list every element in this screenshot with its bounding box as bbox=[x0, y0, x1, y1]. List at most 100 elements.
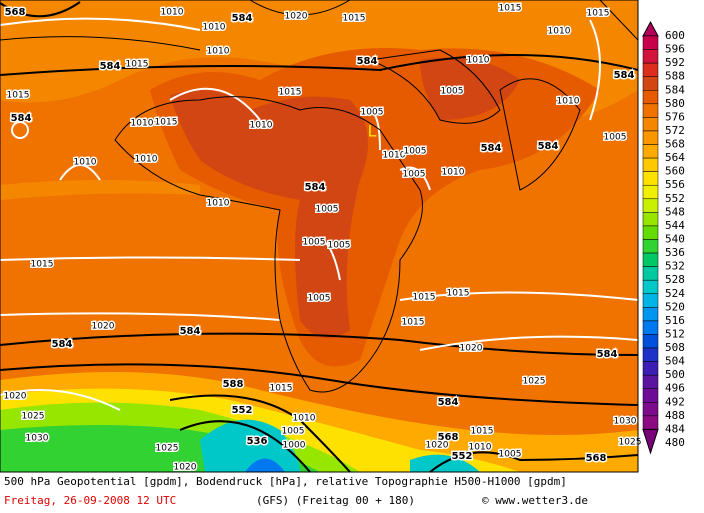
colorbar-label: 592 bbox=[665, 56, 685, 69]
colorbar-swatch bbox=[642, 279, 659, 295]
contour-label: 1015 bbox=[402, 318, 425, 328]
colorbar-label: 596 bbox=[665, 43, 685, 56]
contour-label: 1005 bbox=[303, 238, 326, 248]
colorbar-swatch bbox=[642, 239, 659, 254]
colorbar-swatch bbox=[642, 117, 659, 132]
colorbar-swatch bbox=[642, 49, 659, 64]
contour-label: 568 bbox=[438, 432, 459, 443]
geopotential-contour bbox=[0, 1, 639, 473]
colorbar-label: 584 bbox=[665, 83, 685, 96]
contour-label: 1010 bbox=[293, 414, 316, 424]
colorbar-swatch bbox=[642, 293, 659, 308]
colorbar-end bbox=[642, 20, 659, 37]
colorbar-label: 496 bbox=[665, 382, 685, 395]
contour-label: 1015 bbox=[587, 9, 610, 19]
shade bbox=[0, 180, 200, 200]
colorbar-label: 568 bbox=[665, 138, 685, 151]
colorbar-label: 488 bbox=[665, 409, 685, 422]
colorbar-label: 480 bbox=[665, 436, 685, 449]
contour-label: 1025 bbox=[156, 444, 179, 454]
colorbar-label: 484 bbox=[665, 422, 685, 435]
contour-label: 1015 bbox=[343, 14, 366, 24]
contour-label: 1010 bbox=[203, 23, 226, 33]
contour-label: 584 bbox=[438, 397, 459, 408]
contour-label: 584 bbox=[232, 13, 253, 24]
colorbar-label: 508 bbox=[665, 341, 685, 354]
contour-label: 1010 bbox=[250, 121, 273, 131]
contour-label: 1010 bbox=[548, 27, 571, 37]
contour-label: 552 bbox=[452, 451, 473, 462]
low-marker: L bbox=[368, 122, 377, 141]
colorbar-label: 552 bbox=[665, 192, 685, 205]
contour-label: 1015 bbox=[31, 260, 54, 270]
coastline bbox=[0, 0, 639, 393]
footer-date: Freitag, 26-09-2008 12 UTC bbox=[4, 494, 176, 507]
contour-label: 1005 bbox=[403, 170, 426, 180]
colorbar-label: 500 bbox=[665, 368, 685, 381]
contour-label: 1020 bbox=[460, 344, 483, 354]
contour-label: 584 bbox=[11, 113, 32, 124]
contour-label: 1010 bbox=[207, 47, 230, 57]
colorbar-swatch bbox=[642, 402, 659, 417]
colorbar-label: 548 bbox=[665, 205, 685, 218]
colorbar-swatch bbox=[642, 171, 659, 186]
colorbar-label: 504 bbox=[665, 355, 685, 368]
contour-label: 568 bbox=[5, 7, 26, 18]
colorbar-swatch bbox=[642, 374, 659, 389]
contour-label: 1010 bbox=[469, 443, 492, 453]
shade bbox=[200, 419, 480, 472]
contour-label: 536 bbox=[247, 436, 268, 447]
contour-label: 1015 bbox=[471, 427, 494, 437]
contour-label: 1005 bbox=[328, 241, 351, 251]
contour-label: 588 bbox=[223, 379, 244, 390]
colorbar-label: 600 bbox=[665, 29, 685, 42]
colorbar-swatch bbox=[642, 334, 659, 349]
colorbar-label: 580 bbox=[665, 97, 685, 110]
footer-credit: © www.wetter3.de bbox=[482, 494, 588, 507]
colorbar-label: 572 bbox=[665, 124, 685, 137]
contour-label: 1015 bbox=[155, 118, 178, 128]
colorbar-label: 512 bbox=[665, 327, 685, 340]
contour-label: 584 bbox=[100, 61, 121, 72]
contour-label: 1020 bbox=[426, 441, 449, 451]
contour-label: 1005 bbox=[282, 427, 305, 437]
contour-label: 1005 bbox=[308, 294, 331, 304]
colorbar-swatch bbox=[642, 415, 659, 430]
contour-label: 552 bbox=[232, 405, 253, 416]
shade bbox=[170, 57, 520, 338]
footer: 500 hPa Geopotential [gpdm], Bodendruck … bbox=[4, 475, 588, 507]
colorbar-label: 556 bbox=[665, 178, 685, 191]
colorbar-swatch bbox=[642, 76, 659, 91]
pressure-isobar bbox=[11, 121, 29, 139]
colorbar-swatch bbox=[642, 212, 659, 227]
colorbar-label: 532 bbox=[665, 260, 685, 273]
colorbar-swatch bbox=[642, 35, 659, 50]
contour-label: 1005 bbox=[604, 133, 627, 143]
contour-label: 1025 bbox=[22, 412, 45, 422]
colorbar-label: 544 bbox=[665, 219, 685, 232]
colorbar-swatch bbox=[642, 198, 659, 213]
colorbar-swatch bbox=[642, 157, 659, 172]
contour-label: 584 bbox=[180, 326, 201, 337]
colorbar-swatch bbox=[642, 144, 659, 159]
colorbar-swatch bbox=[642, 266, 659, 281]
colorbar-end bbox=[642, 428, 659, 455]
contour-label: 1005 bbox=[361, 108, 384, 118]
map bbox=[0, 0, 639, 473]
contour-label: 584 bbox=[538, 141, 559, 152]
contour-label: 1015 bbox=[126, 60, 149, 70]
contour-label: 1020 bbox=[4, 392, 27, 402]
contour-labels: 568 1010 584 1020 1015 1010 1010 584 101… bbox=[2, 2, 643, 474]
contour-label: 1010 bbox=[74, 158, 97, 168]
contour-label: 584 bbox=[597, 349, 618, 360]
colorbar-swatch bbox=[642, 347, 659, 362]
contour-label: 1015 bbox=[499, 4, 522, 14]
colorbar-label: 564 bbox=[665, 151, 685, 164]
pressure-isobar bbox=[0, 17, 639, 411]
colorbar-swatch bbox=[642, 103, 659, 118]
colorbar-label: 516 bbox=[665, 314, 685, 327]
colorbar-swatch bbox=[642, 130, 659, 145]
contour-label: 1010 bbox=[135, 155, 158, 165]
colorbar-swatch bbox=[642, 225, 659, 240]
contour-label: 1005 bbox=[499, 450, 522, 460]
